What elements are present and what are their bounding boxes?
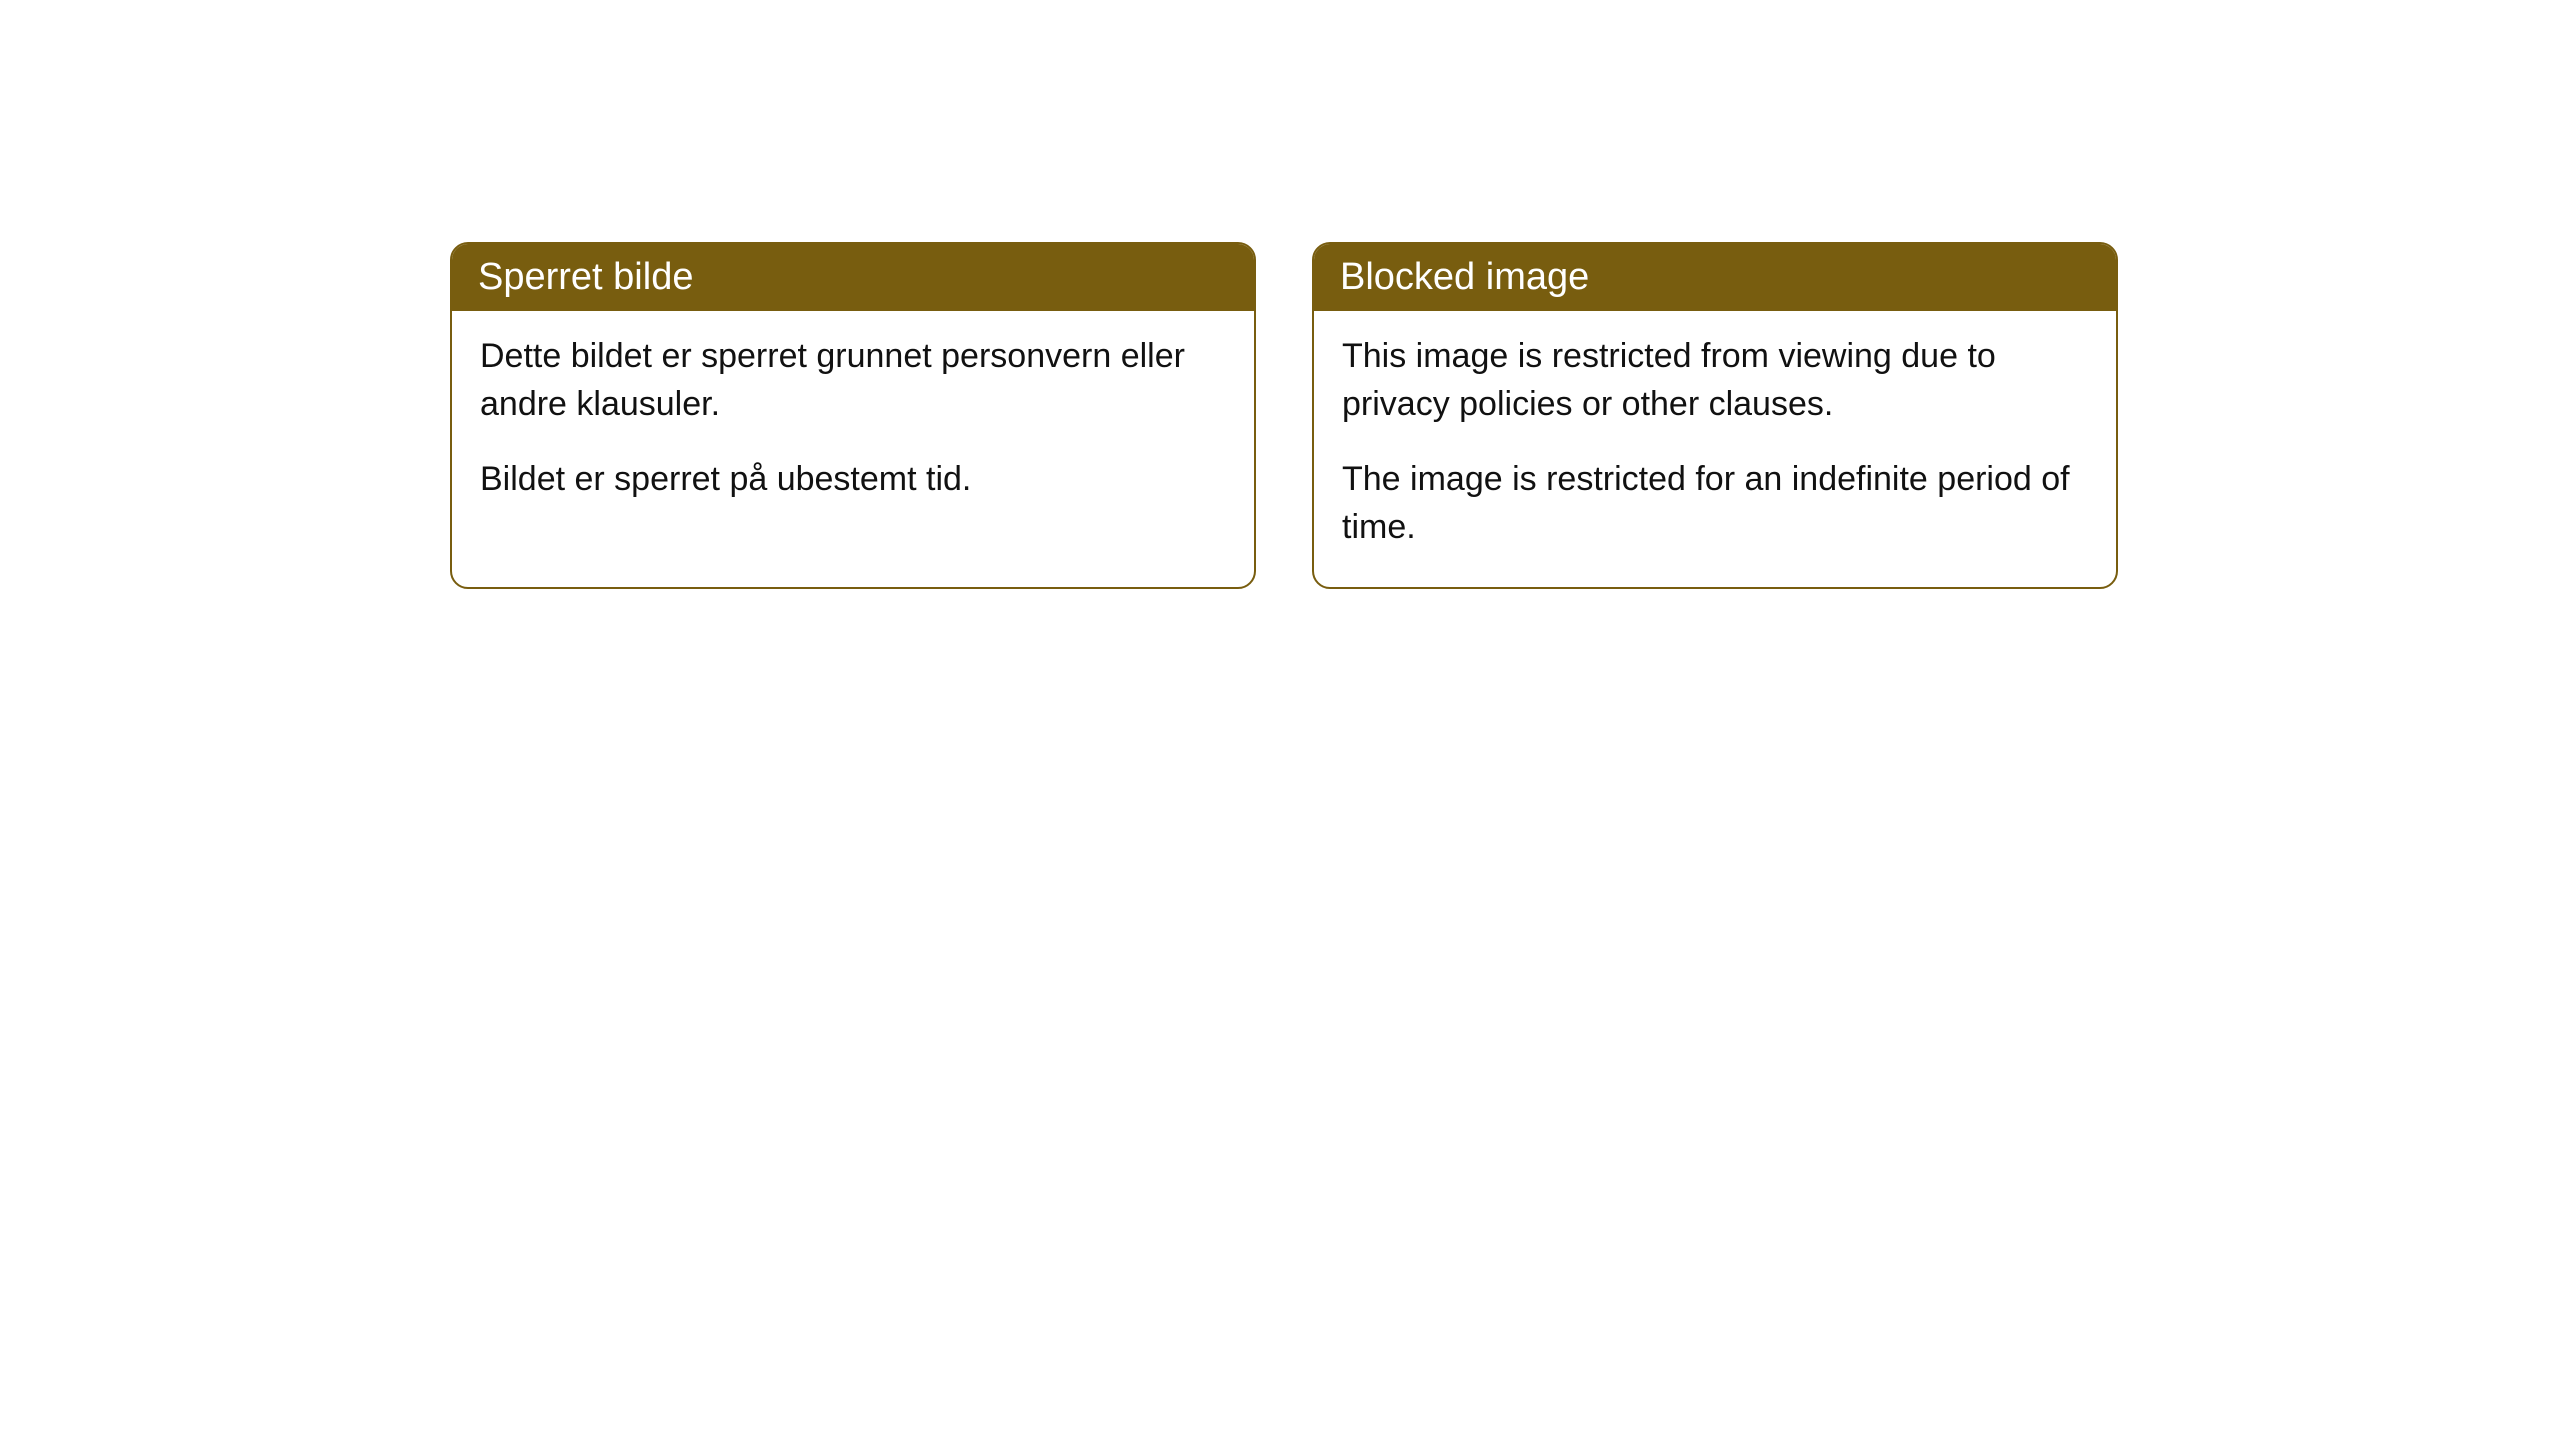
card-body-norwegian: Dette bildet er sperret grunnet personve… [452,311,1254,540]
card-header-norwegian: Sperret bilde [452,244,1254,311]
notice-card-english: Blocked image This image is restricted f… [1312,242,2118,589]
card-header-english: Blocked image [1314,244,2116,311]
notice-cards-container: Sperret bilde Dette bildet er sperret gr… [450,242,2118,589]
card-title: Blocked image [1340,256,1589,298]
card-paragraph: This image is restricted from viewing du… [1342,333,2088,428]
card-paragraph: Dette bildet er sperret grunnet personve… [480,333,1226,428]
notice-card-norwegian: Sperret bilde Dette bildet er sperret gr… [450,242,1256,589]
card-paragraph: Bildet er sperret på ubestemt tid. [480,456,1226,504]
card-body-english: This image is restricted from viewing du… [1314,311,2116,587]
card-paragraph: The image is restricted for an indefinit… [1342,456,2088,551]
card-title: Sperret bilde [478,256,693,298]
